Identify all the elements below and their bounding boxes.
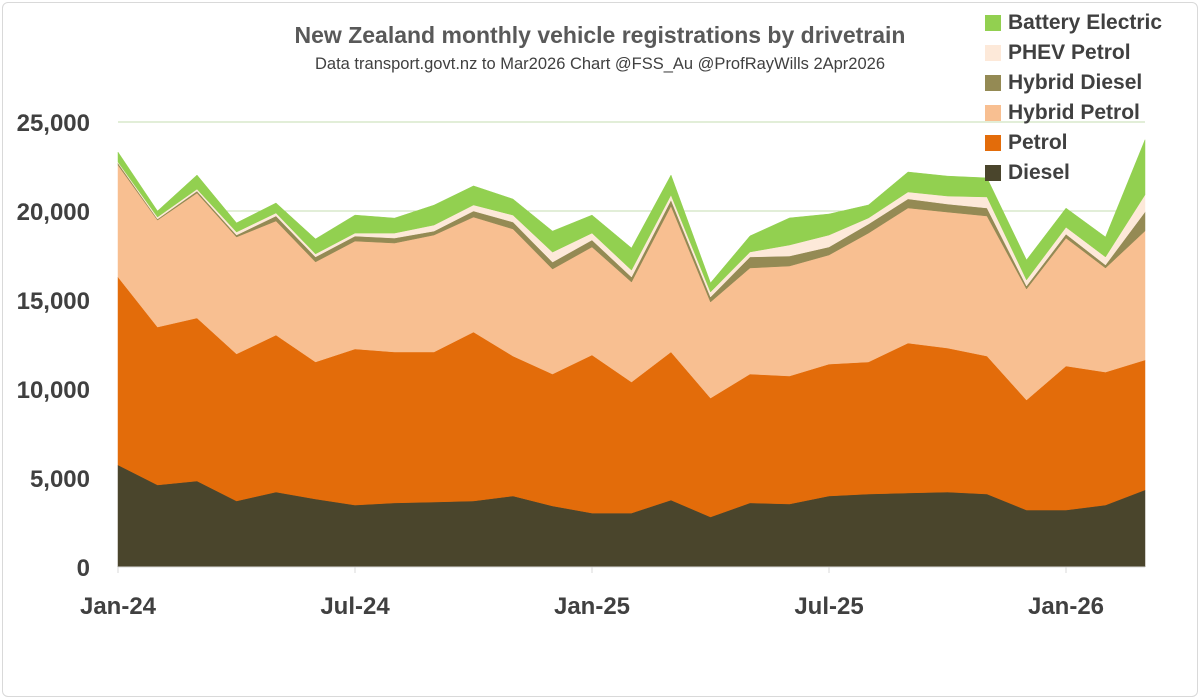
y-tick-label: 5,000	[30, 466, 90, 493]
legend-label: Diesel	[1008, 161, 1070, 184]
legend-swatch	[985, 75, 1001, 91]
legend-swatch	[985, 135, 1001, 151]
legend-label: Petrol	[1008, 131, 1068, 154]
legend-label: Battery Electric	[1008, 11, 1163, 34]
y-tick-label: 20,000	[17, 199, 90, 226]
area-battery-electric	[117, 139, 1146, 293]
x-tick-label: Jul-25	[794, 593, 863, 620]
chart-subtitle: Data transport.govt.nz to Mar2026 Chart …	[315, 55, 885, 73]
x-tick-label: Jan-25	[554, 593, 630, 620]
legend-item: Petrol	[985, 128, 1162, 158]
legend: Battery Electric PHEV Petrol Hybrid Diesel…	[985, 8, 1162, 188]
legend-item: Hybrid Diesel	[985, 68, 1162, 98]
chart-title: New Zealand monthly vehicle registration…	[294, 22, 906, 48]
x-tick-label: Jul-24	[320, 593, 390, 620]
legend-item: PHEV Petrol	[985, 38, 1162, 68]
legend-item: Diesel	[985, 158, 1162, 188]
legend-label: Hybrid Diesel	[1008, 71, 1143, 94]
legend-swatch	[985, 165, 1001, 181]
legend-swatch	[985, 45, 1001, 61]
legend-item: Battery Electric	[985, 8, 1162, 38]
y-tick-label: 10,000	[17, 377, 90, 404]
legend-swatch	[985, 105, 1001, 121]
y-tick-label: 15,000	[17, 288, 90, 315]
y-tick-label: 0	[77, 555, 90, 582]
x-tick-label: Jan-26	[1028, 593, 1104, 620]
legend-item: Hybrid Petrol	[985, 98, 1162, 128]
legend-label: PHEV Petrol	[1008, 41, 1131, 64]
legend-swatch	[985, 15, 1001, 31]
y-tick-label: 25,000	[17, 110, 90, 137]
legend-label: Hybrid Petrol	[1008, 101, 1140, 124]
x-tick-label: Jan-24	[80, 593, 157, 620]
